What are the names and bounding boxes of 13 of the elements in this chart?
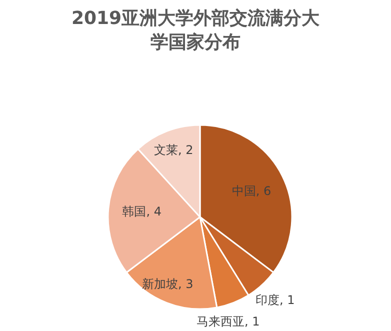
slice-label: 韩国 <box>122 204 146 219</box>
data-label: , 2 <box>178 142 194 157</box>
data-label: , 1 <box>279 292 295 307</box>
chart-title: 2019亚洲大学外部交流满分大学国家分布 <box>71 8 321 53</box>
slice-label: 印度 <box>255 292 280 307</box>
slice-label: 中国 <box>232 184 256 198</box>
slice-label: 马来西亚 <box>196 314 244 328</box>
data-label: , 6 <box>256 184 272 198</box>
data-label: , 4 <box>146 204 162 219</box>
data-label: , 1 <box>244 314 260 328</box>
slice-label: 文莱 <box>154 142 178 157</box>
slice-label: 新加坡 <box>142 277 178 292</box>
data-label: , 3 <box>178 277 194 292</box>
